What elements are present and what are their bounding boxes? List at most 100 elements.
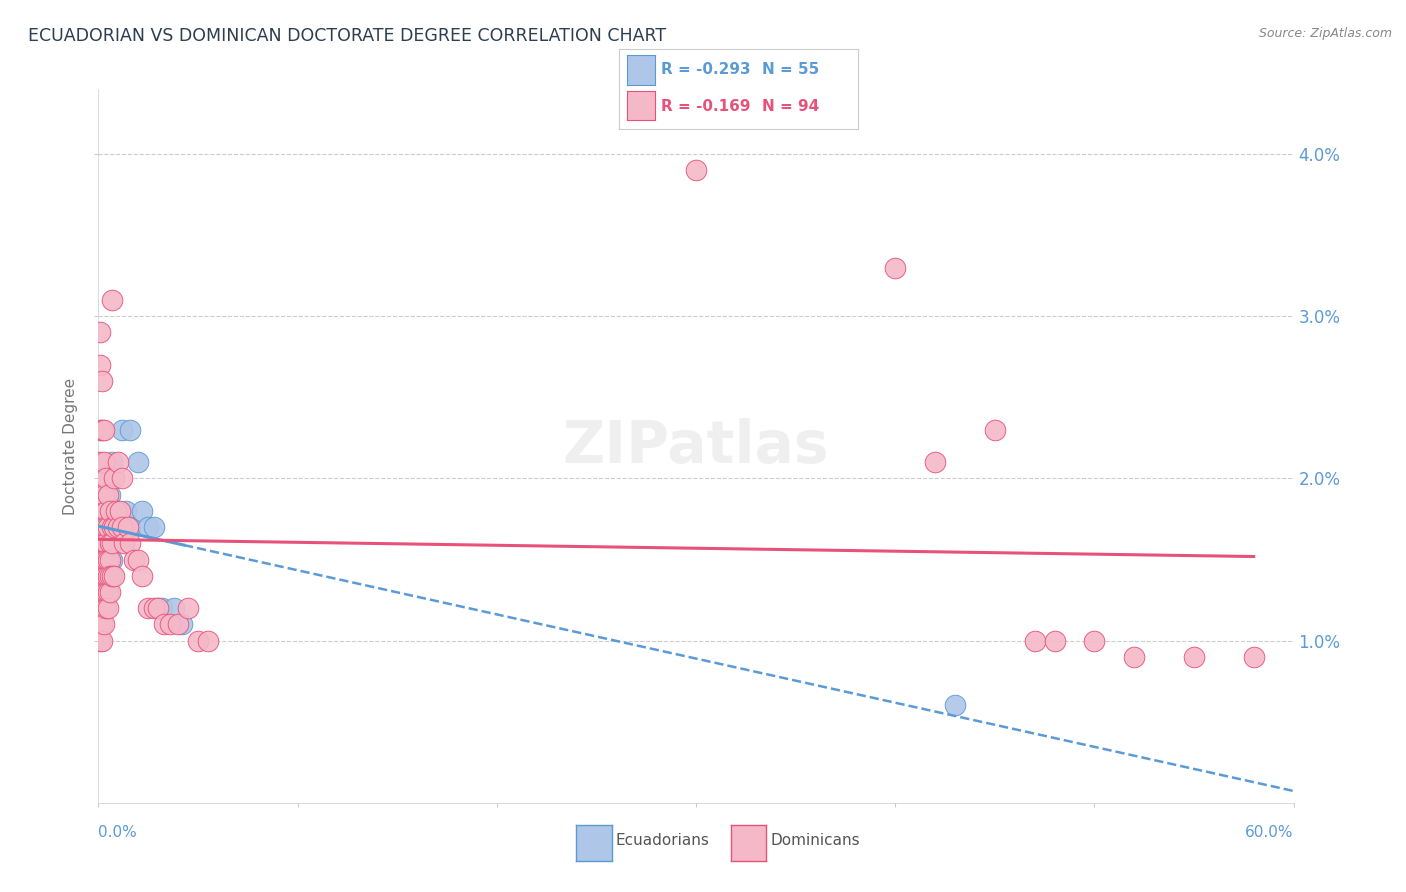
Point	[131, 504, 153, 518]
Point	[97, 568, 120, 582]
Point	[943, 698, 966, 713]
Text: 0.0%: 0.0%	[98, 825, 138, 840]
Point	[111, 520, 134, 534]
Point	[91, 528, 114, 542]
Point	[93, 488, 115, 502]
Point	[93, 617, 115, 632]
Point	[187, 633, 209, 648]
Point	[91, 552, 114, 566]
Point	[96, 471, 118, 485]
Point	[136, 601, 159, 615]
Point	[153, 617, 176, 632]
Point	[100, 504, 122, 518]
Point	[89, 633, 111, 648]
Point	[100, 504, 122, 518]
Point	[93, 504, 115, 518]
Point	[120, 536, 142, 550]
Point	[93, 552, 115, 566]
Point	[101, 504, 124, 518]
Point	[172, 617, 194, 632]
Text: N = 94: N = 94	[762, 99, 820, 113]
Point	[89, 528, 111, 542]
Point	[143, 601, 166, 615]
Point	[120, 520, 142, 534]
Point	[97, 488, 120, 502]
Point	[91, 601, 114, 615]
Point	[105, 520, 128, 534]
Point	[685, 163, 707, 178]
Point	[89, 326, 111, 340]
Point	[111, 471, 134, 485]
Point	[93, 601, 115, 615]
Point	[101, 455, 124, 469]
Point	[96, 552, 118, 566]
Point	[89, 512, 111, 526]
Point	[1083, 633, 1105, 648]
Point	[89, 463, 111, 477]
Point	[117, 520, 139, 534]
Point	[101, 552, 124, 566]
Point	[150, 601, 173, 615]
Point	[93, 536, 115, 550]
Point	[115, 504, 138, 518]
Point	[100, 488, 122, 502]
Point	[89, 601, 111, 615]
Point	[103, 520, 125, 534]
Point	[163, 601, 186, 615]
Point	[91, 520, 114, 534]
Point	[100, 552, 122, 566]
Point	[103, 471, 125, 485]
Point	[97, 552, 120, 566]
Point	[131, 568, 153, 582]
Point	[103, 568, 125, 582]
Point	[100, 536, 122, 550]
Point	[97, 585, 120, 599]
Point	[107, 504, 129, 518]
Text: N = 55: N = 55	[762, 62, 820, 77]
Point	[96, 520, 118, 534]
Point	[110, 504, 132, 518]
Point	[89, 617, 111, 632]
Point	[984, 423, 1007, 437]
Point	[97, 520, 120, 534]
Point	[124, 552, 146, 566]
Point	[91, 617, 114, 632]
Point	[924, 455, 946, 469]
Point	[91, 374, 114, 388]
Point	[103, 504, 125, 518]
Point	[96, 520, 118, 534]
Point	[89, 552, 111, 566]
Point	[89, 568, 111, 582]
Text: Ecuadorians: Ecuadorians	[616, 833, 710, 847]
Point	[96, 585, 118, 599]
Point	[93, 552, 115, 566]
Point	[93, 585, 115, 599]
Point	[91, 568, 114, 582]
Point	[96, 536, 118, 550]
Point	[96, 488, 118, 502]
Point	[101, 568, 124, 582]
Point	[93, 520, 115, 534]
Point	[107, 455, 129, 469]
Point	[101, 536, 124, 550]
Point	[97, 552, 120, 566]
Point	[148, 601, 170, 615]
Point	[111, 520, 134, 534]
Point	[884, 260, 907, 275]
Point	[177, 601, 200, 615]
Point	[93, 568, 115, 582]
Point	[96, 585, 118, 599]
Point	[1123, 649, 1146, 664]
Point	[127, 455, 149, 469]
Point	[93, 520, 115, 534]
Point	[148, 601, 170, 615]
Point	[136, 520, 159, 534]
Point	[96, 504, 118, 518]
Point	[112, 536, 135, 550]
Point	[89, 488, 111, 502]
Point	[91, 504, 114, 518]
Point	[89, 536, 111, 550]
Point	[89, 496, 111, 510]
Point	[96, 568, 118, 582]
Point	[100, 552, 122, 566]
